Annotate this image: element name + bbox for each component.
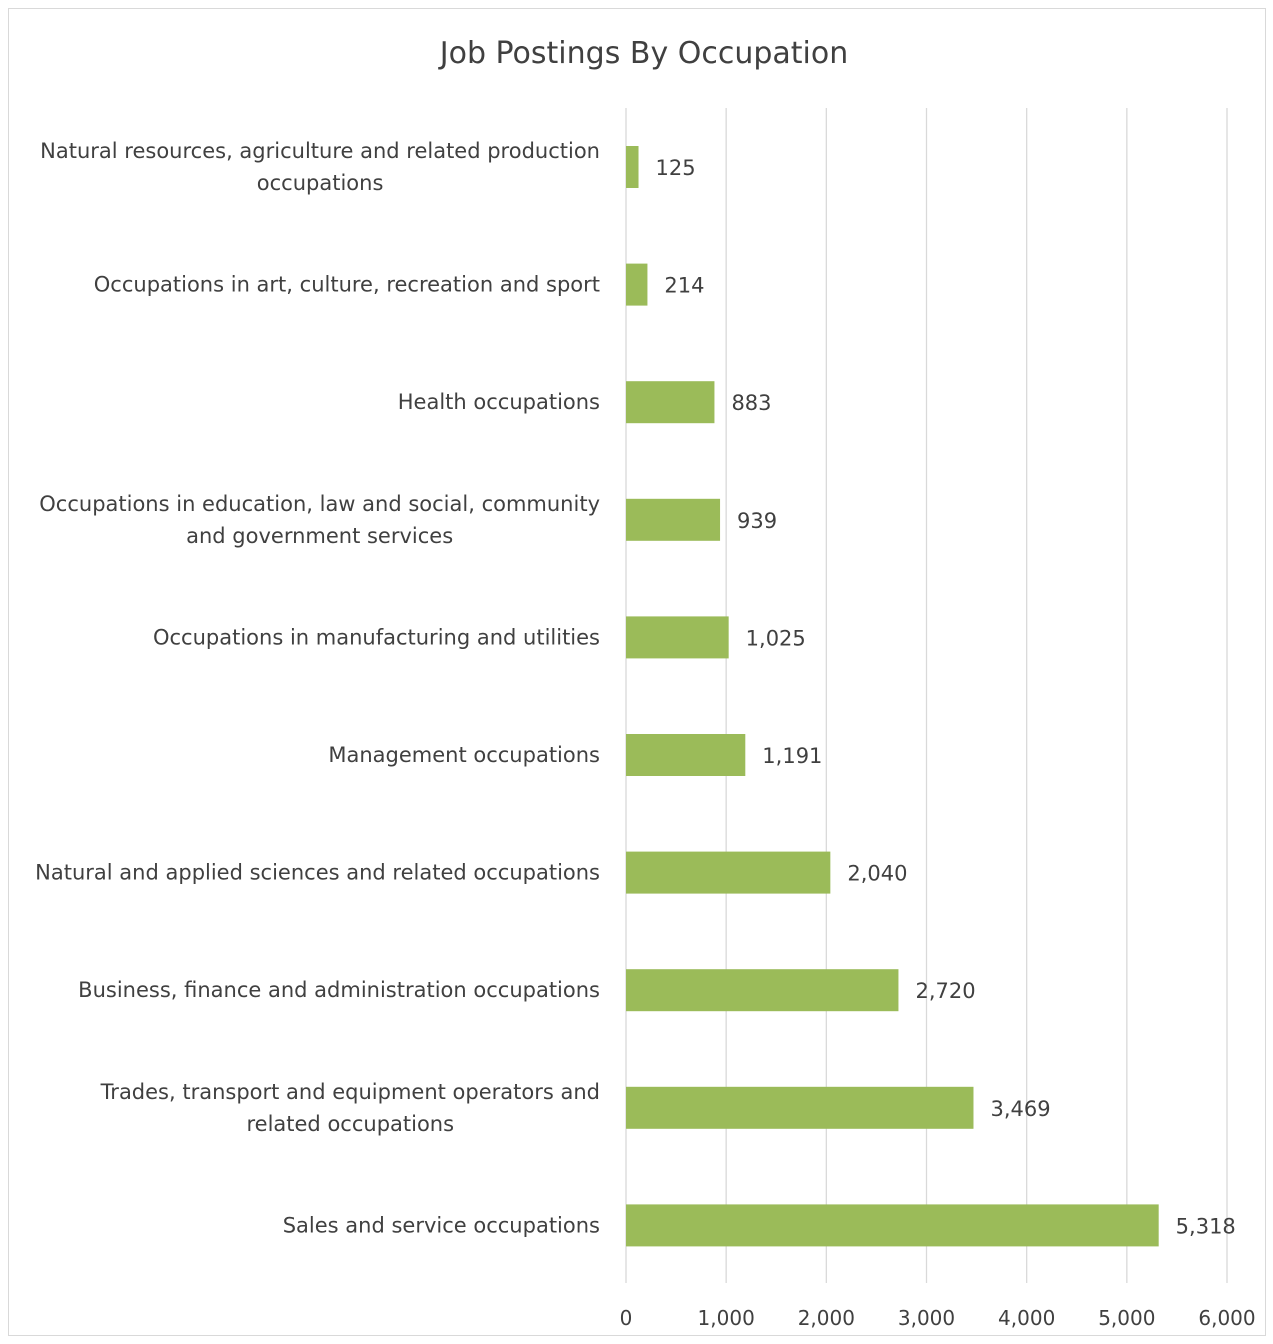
bar (626, 734, 746, 776)
x-axis-tick-labels: 0 1,000 2,000 3,000 4,000 5,000 6,000 (620, 1306, 1256, 1330)
category-label: Natural resources, agriculture and relat… (40, 139, 600, 163)
category-label: Management occupations (328, 743, 600, 767)
bar (626, 969, 899, 1012)
data-label: 939 (737, 509, 777, 533)
category-label: and government services (186, 524, 453, 548)
category-label: related occupations (246, 1112, 454, 1136)
bar (626, 616, 729, 659)
bar (626, 1204, 1159, 1247)
data-label: 883 (731, 391, 771, 415)
data-label: 2,720 (915, 979, 975, 1003)
x-tick-label: 2,000 (798, 1306, 855, 1330)
data-label: 1,025 (746, 626, 806, 650)
category-label: Health occupations (398, 390, 600, 414)
category-label: occupations (257, 171, 384, 195)
bar (626, 263, 648, 306)
bar (626, 1086, 974, 1129)
category-label: Sales and service occupations (283, 1213, 600, 1237)
chart-title: Job Postings By Occupation (438, 36, 849, 71)
category-labels: Natural resources, agriculture and relat… (35, 139, 600, 1237)
category-label: Natural and applied sciences and related… (35, 861, 600, 885)
x-tick-label: 6,000 (1198, 1306, 1255, 1330)
bar (626, 498, 721, 541)
data-label: 5,318 (1176, 1214, 1236, 1238)
bar (626, 146, 639, 188)
data-labels: 125 214 883 939 1,025 1,191 2,040 2,720 3,469 5,3… (656, 156, 1236, 1238)
bar (626, 381, 715, 424)
x-tick-label: 3,000 (898, 1306, 955, 1330)
category-label: Occupations in education, law and social… (39, 492, 600, 516)
category-label: Trades, transport and equipment operator… (100, 1080, 600, 1104)
x-tick-label: 5,000 (1098, 1306, 1155, 1330)
bar (626, 851, 831, 894)
data-label: 3,469 (990, 1097, 1050, 1121)
data-label: 2,040 (847, 862, 907, 886)
x-tick-label: 1,000 (698, 1306, 755, 1330)
data-label: 1,191 (762, 744, 822, 768)
category-label: Occupations in art, culture, recreation … (94, 273, 600, 297)
x-tick-label: 0 (620, 1306, 633, 1330)
x-tick-label: 4,000 (998, 1306, 1055, 1330)
category-label: Occupations in manufacturing and utiliti… (153, 625, 600, 649)
bars-layer (626, 146, 1159, 1247)
category-label: Business, finance and administration occ… (78, 978, 600, 1002)
data-label: 125 (656, 156, 696, 180)
data-label: 214 (664, 274, 704, 298)
